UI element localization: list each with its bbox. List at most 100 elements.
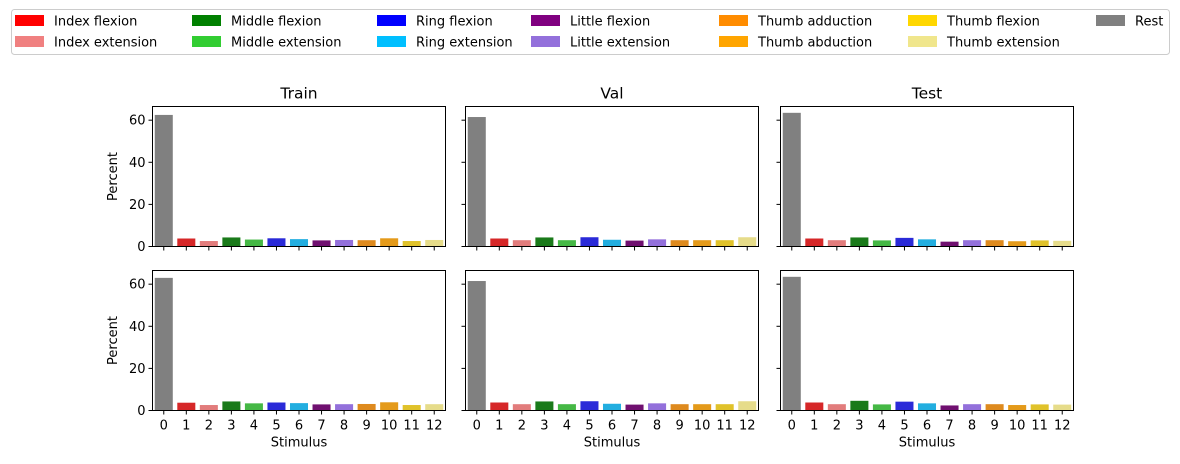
bar	[222, 237, 241, 247]
legend-swatch	[531, 36, 560, 47]
bar	[512, 404, 531, 411]
bar	[693, 404, 712, 411]
legend-swatch	[377, 15, 406, 26]
x-tick-label: 2	[205, 419, 213, 434]
y-tick-label: 20	[129, 362, 146, 377]
legend-label: Thumb adduction	[757, 15, 872, 30]
bar	[782, 112, 801, 247]
y-tick-label: 0	[137, 240, 145, 255]
y-tick-label: 40	[129, 156, 146, 171]
y-tick-label: 60	[129, 278, 146, 293]
bar	[535, 237, 554, 247]
bar	[827, 404, 846, 411]
x-tick-label: 5	[585, 419, 593, 434]
subplot: Test	[776, 85, 1074, 251]
bar	[312, 240, 331, 247]
x-tick-label: 1	[810, 419, 818, 434]
bar	[535, 401, 554, 411]
bar	[154, 277, 173, 411]
bar	[602, 239, 622, 247]
x-tick-label: 1	[182, 419, 190, 434]
bar	[782, 276, 801, 411]
legend-label: Middle flexion	[231, 15, 322, 30]
bar	[222, 401, 241, 411]
bar	[199, 405, 218, 411]
legend-label: Ring extension	[416, 36, 513, 51]
legend-swatch	[719, 15, 748, 26]
bar	[244, 403, 263, 411]
bar	[357, 240, 376, 247]
bar	[335, 239, 354, 247]
x-tick-label: 3	[855, 419, 863, 434]
x-tick-label: 6	[608, 419, 616, 434]
legend-label: Rest	[1135, 15, 1163, 30]
bar	[872, 404, 891, 411]
x-tick-label: 0	[473, 419, 481, 434]
bar	[917, 403, 937, 411]
bar	[715, 404, 734, 411]
legend: Index flexion Index extension Middle flexi…	[11, 9, 1170, 55]
x-tick-label: 4	[878, 419, 886, 434]
bar	[850, 237, 869, 247]
legend-swatch	[192, 36, 221, 47]
legend-label: Middle extension	[231, 36, 341, 51]
bar	[580, 237, 599, 247]
bar	[738, 237, 757, 247]
x-tick-label: 1	[495, 419, 503, 434]
legend-swatch	[192, 15, 221, 26]
x-tick-label: 2	[833, 419, 841, 434]
bar	[963, 404, 982, 411]
x-tick-label: 10	[694, 419, 711, 434]
bar	[1030, 404, 1049, 411]
bar	[895, 237, 914, 247]
bar	[289, 239, 309, 247]
x-tick-label: 10	[1009, 419, 1026, 434]
bar	[872, 240, 891, 247]
bar	[985, 240, 1004, 247]
x-tick-label: 5	[900, 419, 908, 434]
bar	[335, 404, 354, 411]
x-tick-label: 2	[518, 419, 526, 434]
x-tick-label: 11	[403, 419, 420, 434]
x-tick-label: 10	[381, 419, 398, 434]
axes-frame	[152, 270, 446, 411]
bar	[625, 404, 644, 411]
y-axis-label: Percent	[106, 152, 121, 201]
bar	[177, 402, 196, 411]
bar	[267, 402, 286, 411]
bar	[357, 403, 376, 411]
x-tick-label: 4	[563, 419, 571, 434]
bar	[557, 240, 576, 247]
x-tick-label: 7	[317, 419, 325, 434]
bar	[805, 238, 824, 247]
bar	[380, 238, 399, 247]
legend-label: Little extension	[570, 36, 670, 51]
legend-swatch	[531, 15, 560, 26]
bar	[490, 238, 509, 247]
bar	[850, 400, 869, 411]
subplot: Val	[461, 85, 759, 251]
y-tick-label: 0	[137, 404, 145, 419]
bar	[940, 405, 959, 411]
bar	[467, 281, 486, 411]
bar	[940, 241, 959, 247]
subplot-title: Val	[600, 85, 623, 103]
x-tick-label: 11	[716, 419, 733, 434]
axes-frame	[780, 270, 1074, 411]
bar	[467, 117, 486, 247]
x-tick-label: 0	[788, 419, 796, 434]
legend-swatch	[15, 15, 44, 26]
legend-label: Index extension	[54, 36, 157, 51]
x-tick-label: 11	[1031, 419, 1048, 434]
bar	[425, 239, 444, 247]
x-tick-label: 0	[160, 419, 168, 434]
bar	[402, 241, 421, 247]
x-axis-label: Stimulus	[584, 436, 641, 451]
axes-frame	[780, 106, 1074, 247]
legend-swatch	[377, 36, 406, 47]
legend-label: Index flexion	[54, 15, 137, 30]
bar	[1008, 241, 1027, 247]
